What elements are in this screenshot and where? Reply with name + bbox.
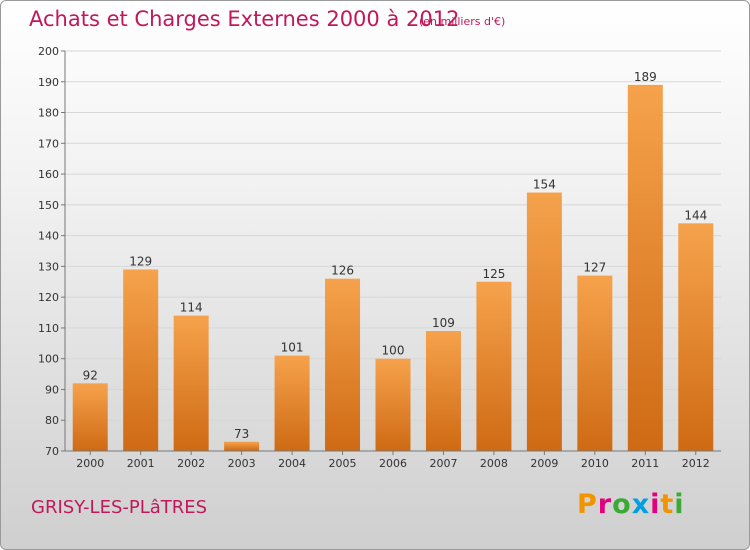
bar <box>72 383 108 451</box>
x-tick-label: 2006 <box>379 457 407 470</box>
y-tick-label: 130 <box>38 260 59 273</box>
bar <box>173 315 209 451</box>
y-tick-label: 80 <box>45 414 59 427</box>
bar-value-label: 154 <box>533 178 556 192</box>
bar-value-label: 189 <box>634 70 657 84</box>
x-tick-label: 2000 <box>76 457 104 470</box>
y-tick-label: 150 <box>38 199 59 212</box>
bars <box>72 84 714 452</box>
x-tick-label: 2012 <box>682 457 710 470</box>
y-tick-label: 200 <box>38 45 59 58</box>
y-tick-label: 120 <box>38 291 59 304</box>
y-tick-label: 90 <box>45 383 59 396</box>
brand-letter: o <box>612 489 632 520</box>
bar <box>526 192 562 452</box>
x-tick-label: 2008 <box>480 457 508 470</box>
x-tick-label: 2009 <box>530 457 558 470</box>
bar <box>425 331 461 451</box>
bar-value-label: 100 <box>382 344 405 358</box>
y-tick-label: 70 <box>45 445 59 458</box>
y-tick-label: 180 <box>38 107 59 120</box>
bar <box>476 281 512 451</box>
brand-letter: t <box>660 489 675 520</box>
bar-value-label: 129 <box>129 254 152 268</box>
bar <box>123 269 159 451</box>
bar-value-label: 101 <box>281 341 304 355</box>
x-tick-label: 2010 <box>581 457 609 470</box>
bar <box>375 358 411 451</box>
brand-letter: x <box>631 489 651 520</box>
bar <box>627 84 663 451</box>
bar-value-label: 114 <box>180 301 203 315</box>
y-tick-label: 160 <box>38 168 59 181</box>
chart-title: Achats et Charges Externes 2000 à 2012 <box>29 7 460 31</box>
bar-value-label: 73 <box>234 427 249 441</box>
x-tick-label: 2002 <box>177 457 205 470</box>
y-tick-label: 110 <box>38 322 59 335</box>
bar <box>224 441 260 451</box>
bar-value-label: 109 <box>432 316 455 330</box>
bar <box>274 355 310 451</box>
bar-value-label: 125 <box>482 267 505 281</box>
town-name: GRISY-LES-PLâTRES <box>31 497 208 518</box>
labels: 7080901001101201301401501601701801902009… <box>38 45 710 470</box>
bar <box>325 278 361 451</box>
bar <box>678 223 714 451</box>
y-tick-label: 170 <box>38 137 59 150</box>
x-tick-label: 2004 <box>278 457 306 470</box>
bar-value-label: 126 <box>331 264 354 278</box>
axes <box>61 50 721 455</box>
bar <box>577 275 613 451</box>
x-tick-label: 2003 <box>228 457 256 470</box>
bar-value-label: 92 <box>83 368 98 382</box>
y-tick-label: 140 <box>38 230 59 243</box>
brand-letter: P <box>577 489 598 520</box>
y-tick-label: 100 <box>38 353 59 366</box>
bar-value-label: 144 <box>684 208 707 222</box>
x-tick-label: 2001 <box>127 457 155 470</box>
chart-subtitle: (en milliers d'€) <box>419 15 506 28</box>
brand-letter: i <box>650 489 661 520</box>
brand-letter: i <box>674 489 685 520</box>
x-tick-label: 2011 <box>631 457 659 470</box>
y-tick-label: 190 <box>38 76 59 89</box>
brand-letter: r <box>597 489 613 520</box>
bar-value-label: 127 <box>583 261 606 275</box>
x-tick-label: 2005 <box>329 457 357 470</box>
x-tick-label: 2007 <box>429 457 457 470</box>
brand-logo: Proxiti <box>577 489 685 520</box>
